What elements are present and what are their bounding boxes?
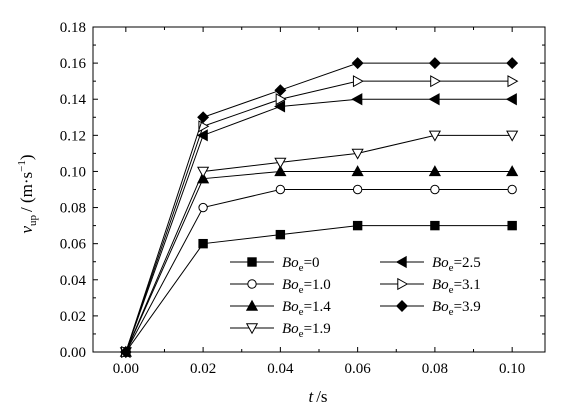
data-point xyxy=(428,93,440,106)
series-layer xyxy=(119,57,519,359)
x-tick-label: 0.06 xyxy=(345,361,372,377)
data-point xyxy=(351,165,364,177)
y-tick-label: 0.04 xyxy=(60,273,87,289)
data-point xyxy=(275,229,286,240)
series-line xyxy=(125,80,513,353)
x-axis: 0.00 0.02 0.04 0.06 0.08 0.10 xyxy=(113,27,525,377)
legend-marker xyxy=(397,277,409,291)
legend-label: Boe=3.9 xyxy=(432,299,481,318)
legend-label: Boe=1.4 xyxy=(282,299,331,318)
y-tick-label: 0.08 xyxy=(60,201,86,217)
data-point xyxy=(352,220,363,231)
x-tick-label: 0.08 xyxy=(422,361,448,377)
legend-item: Boe=1.0 xyxy=(230,277,331,296)
legend-item: Boe=1.4 xyxy=(230,299,331,318)
data-point xyxy=(275,93,287,106)
legend-item: Boe=3.9 xyxy=(380,299,481,318)
legend-marker xyxy=(395,255,407,269)
data-point xyxy=(428,57,441,70)
legend-item: Boe=3.1 xyxy=(380,277,481,296)
legend-marker xyxy=(247,257,257,267)
legend-marker xyxy=(245,323,259,335)
data-point xyxy=(507,220,517,231)
data-point xyxy=(430,184,440,195)
data-point xyxy=(197,111,210,124)
legend-label: Boe=3.1 xyxy=(432,277,481,296)
data-point xyxy=(430,220,440,231)
legend-marker xyxy=(247,279,257,289)
data-point xyxy=(119,346,132,358)
series-7 xyxy=(119,57,519,358)
y-tick-label: 0.16 xyxy=(60,56,87,72)
data-point xyxy=(507,75,519,88)
data-point xyxy=(352,184,363,195)
x-tick-label: 0.10 xyxy=(499,361,525,377)
legend-marker xyxy=(245,299,259,311)
series-line xyxy=(125,62,513,353)
legend: Boe=0 Boe=1.0 Boe=1.4 Boe=1.9 Boe=2.5 Boe=3.1… xyxy=(230,255,481,340)
data-point xyxy=(274,165,287,177)
data-point xyxy=(505,93,517,106)
y-tick-label: 0.06 xyxy=(60,237,87,253)
data-point xyxy=(198,238,208,249)
y-tick-label: 0.10 xyxy=(60,164,86,180)
legend-item: Boe=0 xyxy=(230,255,320,274)
series-6 xyxy=(121,75,519,359)
series-line xyxy=(125,170,513,353)
data-point xyxy=(275,184,286,195)
data-point xyxy=(274,84,287,97)
series-line xyxy=(125,134,513,353)
x-tick-label: 0.00 xyxy=(113,361,139,377)
legend-label: Boe=0 xyxy=(282,255,320,274)
data-point xyxy=(351,148,364,160)
legend-item: Boe=2.5 xyxy=(380,255,481,274)
data-point xyxy=(507,184,517,195)
y-tick-label: 0.00 xyxy=(60,345,86,361)
data-point xyxy=(274,157,287,169)
data-point xyxy=(428,130,441,142)
legend-label: Boe=1.9 xyxy=(282,321,331,340)
data-point xyxy=(198,202,208,213)
x-tick-label: 0.02 xyxy=(190,361,216,377)
data-point xyxy=(428,165,441,177)
y-tick-label: 0.02 xyxy=(60,309,86,325)
legend-marker xyxy=(396,300,408,312)
data-point xyxy=(197,166,210,178)
y-axis: 0.00 0.02 0.04 0.06 0.08 0.10 0.12 0.14 0.16 0.18 xyxy=(60,20,545,361)
y-axis-title: vup/ (m·s−1) xyxy=(16,154,39,233)
data-point xyxy=(430,75,442,88)
series-5 xyxy=(119,93,517,359)
series-line xyxy=(125,189,513,353)
y-tick-label: 0.12 xyxy=(60,128,86,144)
x-tick-label: 0.04 xyxy=(267,361,294,377)
data-point xyxy=(274,100,286,113)
data-point xyxy=(506,130,519,142)
y-tick-label: 0.18 xyxy=(60,20,86,36)
y-tick-label: 0.14 xyxy=(60,92,87,108)
data-point xyxy=(352,75,364,88)
legend-label: Boe=1.0 xyxy=(282,277,331,296)
series-line xyxy=(125,225,513,353)
data-point xyxy=(351,93,363,106)
x-axis-title: t/s xyxy=(308,387,327,406)
data-point xyxy=(351,57,364,70)
data-point xyxy=(196,129,208,142)
legend-item: Boe=1.9 xyxy=(230,321,331,340)
data-point xyxy=(506,57,519,70)
series-line xyxy=(125,98,513,353)
legend-label: Boe=2.5 xyxy=(432,255,481,274)
data-point xyxy=(506,165,519,177)
